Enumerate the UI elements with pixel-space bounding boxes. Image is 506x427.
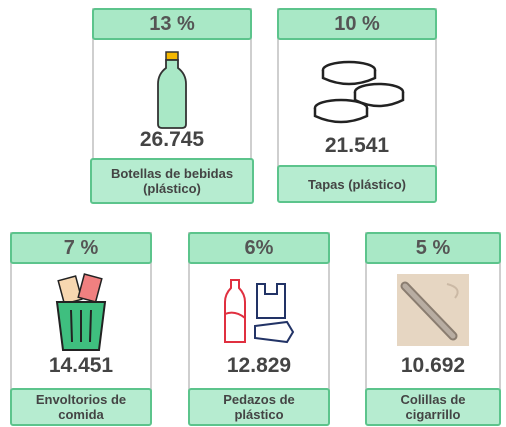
percent: 10 % [277,8,437,40]
trash-icon [51,272,111,352]
label: Tapas (plástico) [277,165,437,203]
percent: 7 % [10,232,152,264]
label: Colillas de cigarrillo [365,388,501,426]
card: 7 % 14.451 [10,232,152,392]
card: 6% 12.829 [188,232,330,392]
percent: 5 % [365,232,501,264]
card: 13 % 26.745 [92,8,252,166]
card: 5 % 10.692 [365,232,501,392]
count: 12.829 [190,354,328,378]
count: 26.745 [94,128,250,152]
cigarette-icon [397,274,469,346]
caps-icon [307,54,407,130]
count: 21.541 [279,134,435,158]
count: 14.451 [12,354,150,378]
label: Botellas de bebidas (plástico) [90,158,254,204]
page: 13 % 26.745 Botellas de bebidas (plástic… [0,0,506,427]
percent: 6% [188,232,330,264]
bottle-icon [152,50,192,130]
count: 10.692 [367,354,499,378]
plastic-icon [221,276,297,346]
label: Envoltorios de comida [10,388,152,426]
percent: 13 % [92,8,252,40]
card: 10 % 21.541 [277,8,437,170]
label: Pedazos de plástico [188,388,330,426]
